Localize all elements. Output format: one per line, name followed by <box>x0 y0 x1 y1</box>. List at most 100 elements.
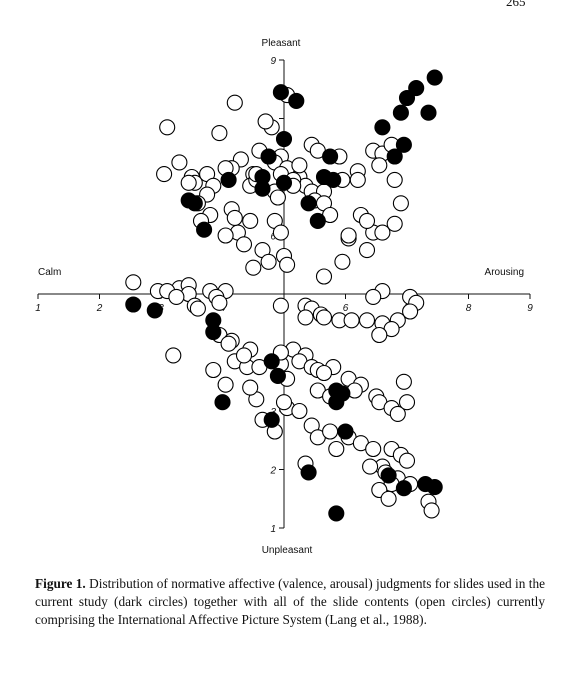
open-circle-point <box>334 253 351 270</box>
open-circle-point <box>297 309 314 326</box>
caption-label: Figure 1. <box>35 576 86 591</box>
open-circle-point <box>189 300 206 317</box>
open-circle-point <box>125 274 142 291</box>
open-circle-point <box>165 347 182 364</box>
open-circle-point <box>211 294 228 311</box>
open-circle-point <box>371 326 388 344</box>
open-circle-point <box>220 335 237 352</box>
dark-circle-point <box>380 467 397 484</box>
open-circle-point <box>358 242 376 259</box>
calm-label: Calm <box>38 267 61 278</box>
open-circle-point <box>269 189 286 206</box>
pleasant-label: Pleasant <box>262 38 301 49</box>
unpleasant-label: Unpleasant <box>262 545 313 556</box>
open-circle-point <box>159 119 176 136</box>
open-circle-point <box>217 376 234 393</box>
open-circle-point <box>423 502 440 519</box>
open-circle-point <box>168 288 185 305</box>
open-circle-point <box>322 423 339 440</box>
open-circle-point <box>328 440 345 458</box>
open-circle-point <box>257 113 274 130</box>
dark-circle-point <box>337 423 354 440</box>
dark-circle-point <box>272 84 289 101</box>
open-circle-point <box>205 361 222 379</box>
dark-circle-point <box>260 148 277 165</box>
scatter-chart: 1234678912369 Pleasant Unpleasant Calm A… <box>35 38 533 556</box>
dark-circle-point <box>275 174 293 191</box>
open-circle-point <box>380 490 397 507</box>
dark-circle-point <box>196 221 213 238</box>
x-tick-label: 2 <box>96 303 103 314</box>
open-circle-point <box>389 405 406 422</box>
dark-circle-point <box>288 92 305 109</box>
open-circle-point <box>272 224 289 241</box>
open-circle-point <box>235 236 253 253</box>
open-circle-point <box>217 227 234 244</box>
figure-caption: Figure 1. Distribution of normative affe… <box>35 575 545 629</box>
open-circle-point <box>365 440 382 458</box>
dark-circle-point <box>322 148 339 165</box>
open-circle-point <box>371 157 388 174</box>
dark-circle-point <box>300 195 317 212</box>
open-circle-point <box>242 379 259 396</box>
dark-circle-point <box>146 302 163 319</box>
open-circle-point <box>245 259 262 276</box>
open-circle-point <box>402 303 419 320</box>
open-circle-point <box>180 174 197 191</box>
x-tick-label: 1 <box>35 303 41 314</box>
open-circle-point <box>226 209 243 226</box>
dark-circle-point <box>408 80 425 97</box>
y-tick-label: 2 <box>269 466 276 477</box>
open-circle-point <box>272 297 289 314</box>
dark-circle-point <box>426 479 443 496</box>
dark-circle-point <box>420 104 437 121</box>
open-circle-point <box>340 227 357 244</box>
dark-circle-point <box>426 69 443 86</box>
open-circle-point <box>211 125 228 142</box>
open-circle-point <box>226 94 243 111</box>
y-tick-label: 9 <box>270 56 276 67</box>
open-circle-point <box>156 166 173 183</box>
dark-circle-point <box>263 411 280 428</box>
x-tick-label: 9 <box>527 303 533 314</box>
open-circle-point <box>365 288 382 305</box>
page-number: 265 <box>506 0 526 9</box>
dark-circle-point <box>254 180 271 197</box>
open-circle-point <box>235 347 253 364</box>
dark-circle-point <box>325 171 342 188</box>
open-circle-point <box>291 157 308 174</box>
open-circle-point <box>242 212 259 229</box>
open-circle-point <box>260 253 277 270</box>
x-tick-label: 8 <box>466 303 472 314</box>
dark-circle-point <box>220 171 237 188</box>
open-circle-point <box>374 224 391 241</box>
open-circle-point <box>358 312 376 329</box>
dark-circle-point <box>386 148 403 165</box>
y-tick-label: 1 <box>270 524 276 535</box>
arousing-label: Arousing <box>485 267 524 278</box>
dark-circle-point <box>300 464 317 481</box>
open-circle-point <box>395 373 412 390</box>
dark-circle-point <box>374 119 391 136</box>
open-circle-point <box>275 394 293 411</box>
dark-circle-point <box>395 480 412 497</box>
open-circle-point <box>315 364 333 382</box>
open-circle-point <box>279 256 296 273</box>
dark-circle-point <box>328 505 345 522</box>
dark-circle-point <box>392 104 409 121</box>
open-circle-point <box>398 452 416 469</box>
open-circle-point <box>362 458 379 475</box>
dark-circle-point <box>328 394 345 411</box>
dark-circle-point <box>269 367 286 384</box>
open-circle-point <box>386 215 403 232</box>
x-tick-label: 6 <box>343 303 349 314</box>
dark-circle-point <box>395 136 412 153</box>
caption-text: Distribution of normative affective (val… <box>35 576 545 627</box>
open-circle-point <box>291 402 308 420</box>
dark-circle-point <box>205 323 222 341</box>
open-circle-point <box>315 268 333 285</box>
chart-points <box>125 69 443 522</box>
dark-circle-point <box>309 212 326 229</box>
open-circle-point <box>398 394 416 411</box>
dark-circle-point <box>186 195 203 212</box>
